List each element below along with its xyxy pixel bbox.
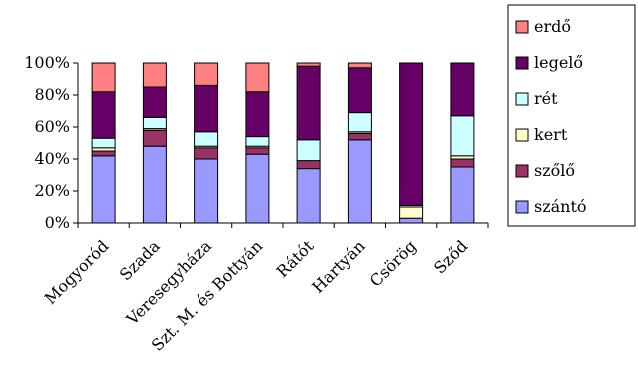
bar-segment-legelő-Szt. M. és Bottyán <box>245 91 270 138</box>
legend-swatch-szántó <box>515 200 529 214</box>
legend-swatch-legelő <box>515 56 529 70</box>
x-tick-label: Mogyoród <box>41 236 113 308</box>
y-tick-label: 80% <box>34 85 70 104</box>
bar-segment-szőlő-Mogyoród <box>91 150 116 157</box>
legend-swatch-kert <box>515 128 529 142</box>
bar-segment-szántó-Veresegyháza <box>194 158 219 224</box>
bar-segment-rét-Veresegyháza <box>194 131 219 147</box>
bar-segment-szőlő-Hartyán <box>347 132 372 141</box>
x-tick-label: Rátót <box>273 236 318 281</box>
y-tick-label: 40% <box>34 149 70 168</box>
bar-segment-szántó-Szt. M. és Bottyán <box>245 153 270 224</box>
bar-segment-legelő-Rátót <box>296 65 321 141</box>
bar-segment-legelő-Veresegyháza <box>194 84 219 133</box>
bar-segment-szőlő-Szada <box>142 129 167 147</box>
legend-swatch-erdő <box>515 20 529 34</box>
bar-segment-erdő-Veresegyháza <box>194 62 219 86</box>
bar-segment-rét-Szada <box>142 116 167 130</box>
y-tick-label: 100% <box>24 53 70 72</box>
legend-label-rét: rét <box>534 89 558 108</box>
bar-segment-rét-Rátót <box>296 139 321 162</box>
bar-segment-erdő-Mogyoród <box>91 62 116 93</box>
bar-segment-rét-Szt. M. és Bottyán <box>245 136 270 147</box>
legend-swatch-szőlő <box>515 164 529 178</box>
y-tick-label: 60% <box>34 117 70 136</box>
bar-segment-szántó-Hartyán <box>347 139 372 224</box>
bar-segment-szőlő-Rátót <box>296 160 321 170</box>
bar-segment-erdő-Szada <box>142 62 167 88</box>
legend-box <box>507 4 636 227</box>
legend-swatch-rét <box>515 92 529 106</box>
bar-segment-erdő-Hartyán <box>347 62 372 69</box>
bar-segment-szőlő-Sződ <box>450 158 475 168</box>
bar-segment-rét-Mogyoród <box>91 137 116 149</box>
x-tick-label: Hartyán <box>308 236 368 296</box>
bar-segment-legelő-Sződ <box>450 62 475 117</box>
plot-area <box>91 62 475 224</box>
bar-segment-legelő-Csörög <box>399 62 424 206</box>
bar-segment-erdő-Szt. M. és Bottyán <box>245 62 270 93</box>
y-axis: 0% 20% 40% 60% 80% 100% <box>24 53 79 232</box>
legend-label-szántó: szántó <box>534 197 587 216</box>
bar-segment-szántó-Szada <box>142 145 167 224</box>
bar-segment-rét-Hartyán <box>347 112 372 133</box>
bar-segment-rét-Sződ <box>450 115 475 157</box>
legend-label-legelő: legelő <box>534 53 583 72</box>
bar-segment-szántó-Sződ <box>450 166 475 224</box>
x-tick-label: Szada <box>116 236 164 284</box>
legend-label-erdő: erdő <box>534 17 571 36</box>
bar-segment-szántó-Rátót <box>296 168 321 224</box>
bar-segment-legelő-Mogyoród <box>91 91 116 139</box>
legend: erdő legelő rét kert szőlő szántó <box>507 4 636 227</box>
x-tick-label: Sződ <box>430 236 471 277</box>
legend-label-kert: kert <box>534 125 568 144</box>
bar-segment-szántó-Csörög <box>399 217 424 224</box>
bar-segment-erdő-Rátót <box>296 62 321 67</box>
x-tick-label: Csörög <box>366 236 420 290</box>
y-tick-label: 0% <box>45 213 70 232</box>
bar-segment-legelő-Szada <box>142 86 167 118</box>
bar-segment-szőlő-Veresegyháza <box>194 147 219 160</box>
bar-segment-szántó-Mogyoród <box>91 155 116 224</box>
legend-label-szőlő: szőlő <box>534 161 575 180</box>
bar-segment-kert-Csörög <box>399 206 424 219</box>
bar-segment-szőlő-Szt. M. és Bottyán <box>245 147 270 155</box>
y-tick-label: 20% <box>34 181 70 200</box>
bar-segment-legelő-Hartyán <box>347 67 372 114</box>
